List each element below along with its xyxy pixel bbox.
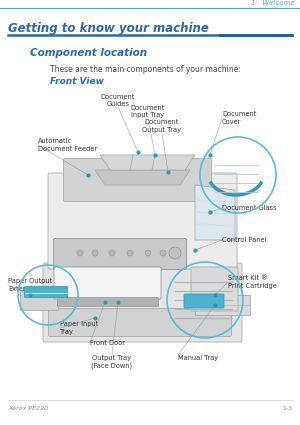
FancyBboxPatch shape [25, 286, 68, 298]
Text: These are the main components of your machine:: These are the main components of your ma… [50, 65, 241, 74]
Text: Xerox PE220: Xerox PE220 [8, 406, 48, 411]
Text: Getting to know your machine: Getting to know your machine [8, 22, 209, 35]
Circle shape [145, 250, 151, 256]
FancyBboxPatch shape [49, 309, 232, 337]
FancyBboxPatch shape [191, 267, 238, 311]
FancyBboxPatch shape [54, 267, 161, 299]
Circle shape [109, 250, 115, 256]
Text: 1   Welcome: 1 Welcome [251, 0, 295, 6]
Text: Paper Input
Tray: Paper Input Tray [60, 321, 98, 335]
FancyBboxPatch shape [53, 238, 187, 269]
Polygon shape [195, 295, 250, 315]
Text: Paper Output
Extension: Paper Output Extension [8, 278, 52, 292]
Polygon shape [100, 155, 195, 170]
Text: Front Door: Front Door [90, 340, 125, 346]
FancyBboxPatch shape [64, 159, 212, 201]
Text: Document Glass: Document Glass [222, 205, 277, 211]
Circle shape [169, 247, 181, 259]
Circle shape [127, 250, 133, 256]
Text: Control Panel: Control Panel [222, 237, 266, 243]
FancyBboxPatch shape [48, 173, 237, 269]
Polygon shape [20, 290, 58, 310]
Text: 1-3: 1-3 [282, 406, 292, 411]
Text: Smart Kit ®
Print Cartridge: Smart Kit ® Print Cartridge [228, 275, 277, 289]
FancyBboxPatch shape [58, 298, 158, 306]
Text: Automatic
Document Feeder: Automatic Document Feeder [38, 138, 97, 152]
Circle shape [92, 250, 98, 256]
FancyBboxPatch shape [184, 294, 224, 308]
Text: Component location: Component location [30, 48, 147, 58]
Text: Output Tray
(Face Down): Output Tray (Face Down) [92, 355, 133, 369]
Text: Manual Tray: Manual Tray [178, 355, 218, 361]
Text: Front View: Front View [50, 77, 104, 86]
Text: Document
Guides: Document Guides [101, 94, 135, 107]
Text: Document
Output Tray: Document Output Tray [142, 119, 182, 133]
Circle shape [77, 250, 83, 256]
Polygon shape [195, 185, 235, 240]
Text: Document
Input Tray: Document Input Tray [131, 105, 165, 118]
FancyBboxPatch shape [43, 263, 242, 342]
Circle shape [160, 250, 166, 256]
Text: Document
Cover: Document Cover [222, 111, 256, 125]
Polygon shape [95, 170, 190, 185]
